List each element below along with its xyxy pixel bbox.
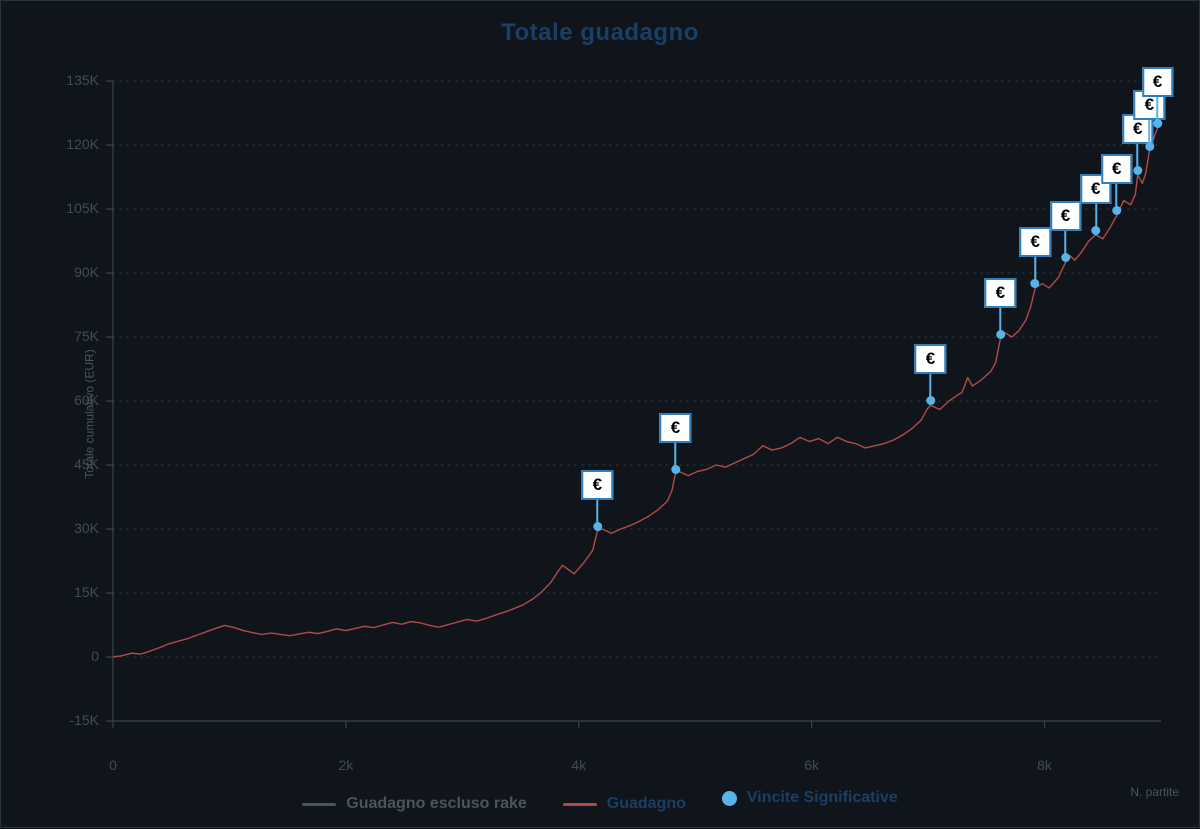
win-marker-dot bbox=[996, 330, 1005, 339]
win-marker-box: € bbox=[1050, 201, 1081, 231]
legend-label: Vincite Significative bbox=[747, 789, 898, 807]
win-marker-box: € bbox=[915, 344, 946, 374]
win-marker-dot bbox=[1133, 166, 1142, 175]
win-marker-box: € bbox=[985, 278, 1016, 308]
win-marker: € bbox=[915, 344, 946, 405]
win-marker-dot bbox=[1091, 226, 1100, 235]
win-marker-box: € bbox=[1020, 227, 1051, 257]
win-marker: € bbox=[1050, 201, 1081, 262]
y-tick-label: 75K bbox=[39, 328, 99, 344]
y-tick-label: -15K bbox=[39, 712, 99, 728]
x-tick-label: 2k bbox=[338, 757, 353, 773]
y-tick-label: 105K bbox=[39, 200, 99, 216]
y-tick-label: 60K bbox=[39, 392, 99, 408]
win-marker-dot bbox=[1145, 142, 1154, 151]
y-tick-label: 30K bbox=[39, 520, 99, 536]
y-tick-label: 120K bbox=[39, 136, 99, 152]
win-marker-dot bbox=[1061, 253, 1070, 262]
legend-item: Guadagno escluso rake bbox=[302, 795, 527, 813]
win-marker-dot bbox=[1031, 279, 1040, 288]
y-tick-label: 135K bbox=[39, 72, 99, 88]
win-marker-box: € bbox=[660, 413, 691, 443]
legend-line-icon bbox=[302, 803, 336, 806]
y-tick-label: 15K bbox=[39, 584, 99, 600]
win-marker: € bbox=[1020, 227, 1051, 288]
legend-label: Guadagno bbox=[607, 795, 686, 813]
legend: Guadagno escluso rake Guadagno Vincite Sig… bbox=[1, 789, 1199, 813]
legend-item: Guadagno bbox=[563, 795, 686, 813]
win-marker: € bbox=[1142, 67, 1173, 128]
win-marker-box: € bbox=[582, 470, 613, 500]
chart-frame: Totale guadagno Totale cumulativo (EUR) … bbox=[0, 0, 1200, 828]
x-tick-label: 4k bbox=[571, 757, 586, 773]
win-marker-dot bbox=[1112, 206, 1121, 215]
legend-item: Vincite Significative bbox=[722, 789, 898, 807]
win-marker: € bbox=[985, 278, 1016, 339]
x-tick-label: 0 bbox=[109, 757, 117, 773]
plot-svg bbox=[1, 1, 1200, 829]
legend-dot-icon bbox=[722, 791, 737, 806]
y-tick-label: 0 bbox=[39, 648, 99, 664]
win-marker-dot bbox=[926, 396, 935, 405]
legend-line-icon bbox=[563, 803, 597, 806]
y-tick-label: 90K bbox=[39, 264, 99, 280]
win-marker: € bbox=[660, 413, 691, 474]
win-marker-box: € bbox=[1142, 67, 1173, 97]
win-marker: € bbox=[582, 470, 613, 531]
y-tick-label: 45K bbox=[39, 456, 99, 472]
x-tick-label: 8k bbox=[1037, 757, 1052, 773]
win-marker-dot bbox=[1153, 119, 1162, 128]
x-tick-label: 6k bbox=[804, 757, 819, 773]
legend-label: Guadagno escluso rake bbox=[346, 795, 527, 813]
win-marker-dot bbox=[671, 465, 680, 474]
win-marker-dot bbox=[593, 522, 602, 531]
